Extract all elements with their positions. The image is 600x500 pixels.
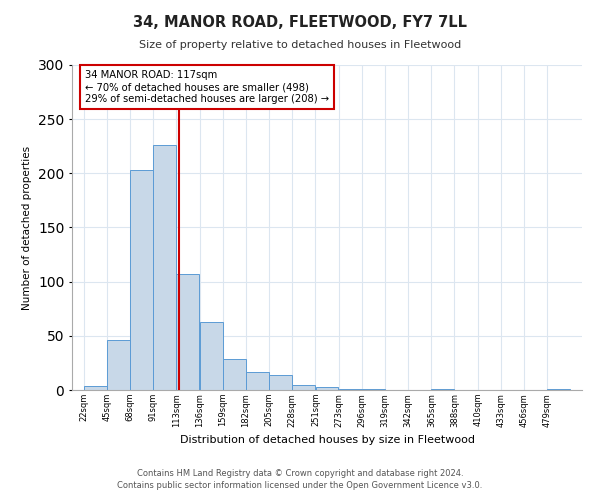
Text: 34 MANOR ROAD: 117sqm
← 70% of detached houses are smaller (498)
29% of semi-det: 34 MANOR ROAD: 117sqm ← 70% of detached … <box>85 70 329 104</box>
Text: 34, MANOR ROAD, FLEETWOOD, FY7 7LL: 34, MANOR ROAD, FLEETWOOD, FY7 7LL <box>133 15 467 30</box>
Text: Size of property relative to detached houses in Fleetwood: Size of property relative to detached ho… <box>139 40 461 50</box>
Bar <box>339 389 362 390</box>
X-axis label: Distribution of detached houses by size in Fleetwood: Distribution of detached houses by size … <box>179 435 475 445</box>
Bar <box>246 372 269 390</box>
Bar <box>223 358 246 390</box>
Bar <box>362 389 385 390</box>
Bar <box>107 340 130 390</box>
Bar <box>316 387 338 390</box>
Bar <box>200 322 223 390</box>
Bar <box>130 170 153 390</box>
Y-axis label: Number of detached properties: Number of detached properties <box>22 146 32 310</box>
Bar <box>153 145 176 390</box>
Bar <box>547 389 570 390</box>
Bar <box>431 389 454 390</box>
Bar <box>292 384 315 390</box>
Bar <box>176 274 199 390</box>
Bar <box>84 386 107 390</box>
Bar <box>269 375 292 390</box>
Text: Contains HM Land Registry data © Crown copyright and database right 2024.
Contai: Contains HM Land Registry data © Crown c… <box>118 469 482 490</box>
